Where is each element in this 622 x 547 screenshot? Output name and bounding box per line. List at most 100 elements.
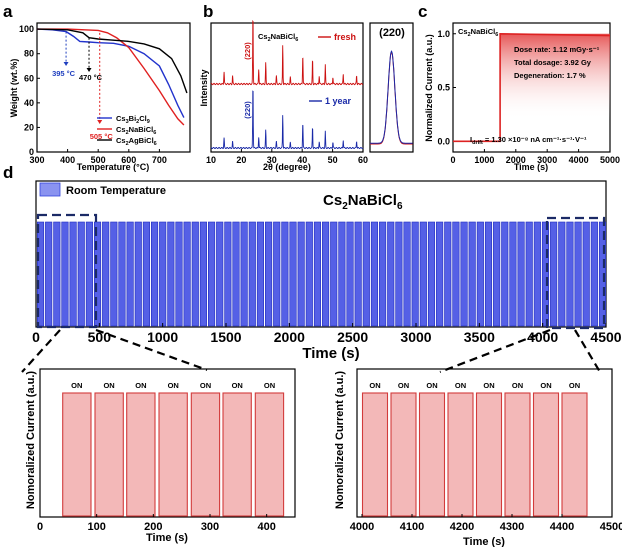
panel-d-pulse — [322, 221, 330, 327]
panel-d-ticks: 0 500 1000 1500 2000 2500 3000 3500 4000 4500 — [32, 323, 622, 345]
panel-a-legend-label: Cs2NaBiCl6 — [116, 125, 156, 136]
panel-d-pulse — [77, 221, 85, 327]
panel-d-pulse — [69, 221, 77, 327]
inset-left-pulse — [94, 392, 124, 517]
inset-right-pulse — [475, 392, 503, 517]
inset-left-pulse — [222, 392, 252, 517]
panel-label-c: c — [418, 2, 427, 21]
panel-d-pulse — [159, 221, 167, 327]
panel-d-pulse — [191, 221, 199, 327]
panel-d-pulse — [102, 221, 110, 327]
panel-d-pulse — [379, 221, 387, 327]
inset-right-ylabel: Nomoralized Current (a.u.) — [334, 371, 346, 509]
panel-d-pulse — [216, 221, 224, 327]
panel-d-pulse — [541, 221, 550, 327]
inset-left-xtick-label: 100 — [87, 521, 105, 533]
panel-c-ytick-label: 0.5 — [437, 83, 450, 93]
panel-d-pulse — [476, 221, 484, 327]
panel-d-pulse — [175, 221, 183, 327]
panel-d-pulse — [598, 221, 607, 327]
inset-left-pulse-label: ON — [168, 381, 179, 390]
panel-b-lines — [210, 19, 364, 150]
panel-d-pulse — [240, 221, 248, 327]
panel-b-peak-label-fresh: (220) — [243, 42, 252, 60]
panel-a-xlabel: Temperature (°C) — [77, 162, 149, 172]
inset-left-ticks: 0 100 200 300 400 — [37, 514, 276, 533]
panel-a-ytick-label: 80 — [24, 49, 34, 59]
panel-label-a: a — [3, 2, 13, 21]
inset-right-pulse — [532, 392, 560, 517]
inset-left-xtick-label: 300 — [201, 521, 219, 533]
panel-a-annotation-arrow — [63, 62, 69, 66]
panel-d-pulse — [582, 221, 590, 327]
inset-right-xlabel: Time (s) — [463, 536, 505, 547]
inset-right-pulse-label: ON — [540, 381, 551, 390]
panel-d-pulse — [533, 221, 541, 327]
panel-d-pulses — [36, 221, 607, 327]
inset-right-pulse — [447, 392, 474, 517]
panel-d-pulse — [509, 221, 517, 327]
inset-right-pulse-label: ON — [483, 381, 494, 390]
panel-d-pulse — [403, 221, 411, 327]
panel-d-pulse — [224, 221, 232, 327]
panel-d-pulse — [395, 221, 403, 327]
inset-left-pulse — [62, 392, 92, 517]
panel-a-frame — [36, 22, 191, 153]
panel-b-legend-year: 1 year — [325, 96, 352, 106]
panel-c-line — [453, 32, 611, 143]
panel-d-pulse — [313, 221, 322, 327]
panel-d-pulse — [338, 221, 346, 327]
panel-d-pulse — [436, 221, 444, 327]
panel-a-xtick-label: 400 — [60, 155, 75, 165]
inset-right-pulse — [418, 392, 446, 517]
panel-d-pulse — [484, 221, 493, 327]
panel-d-xtick-label: 1000 — [147, 329, 178, 345]
panel-d-pulse — [208, 221, 216, 327]
inset-right-pulses: ON ON ON ON ON ON ON ON — [361, 381, 588, 517]
inset-right-pulse-label: ON — [569, 381, 580, 390]
panel-b-xtick-label: 20 — [236, 155, 246, 165]
panel-d-inset-left-chart: ON ON ON ON ON ON ON 0 100 200 300 400 Time (s) No… — [25, 368, 296, 544]
panel-a-ytick-label: 60 — [24, 73, 34, 83]
panel-d-legend-swatch — [39, 182, 61, 197]
panel-d-zoom-box-right — [545, 216, 606, 330]
panel-d-pulse — [134, 221, 142, 327]
panel-d-pulse — [590, 221, 598, 327]
inset-left-pulse — [254, 392, 285, 517]
inset-left-ylabel: Nomoralized Current (a.u.) — [25, 371, 37, 509]
panel-d-pulse — [183, 221, 191, 327]
panel-d-xtick-label: 4000 — [527, 329, 558, 345]
panel-a-legend-label: Cs2AgBiCl6 — [116, 136, 157, 147]
inset-left-pulse-label: ON — [135, 381, 146, 390]
panel-d-pulse — [167, 221, 175, 327]
panel-c-series-current — [453, 32, 611, 143]
inset-right-frame — [356, 368, 613, 518]
panel-c-title: Cs2NaBiCl6 — [458, 27, 498, 38]
panel-d-pulse — [142, 221, 150, 327]
panel-d-zoom-box-left — [36, 213, 98, 329]
panel-d-xtick-label: 2500 — [337, 329, 368, 345]
panel-d-pulse — [150, 221, 159, 327]
panel-c-current-chart: 0 1000 2000 3000 4000 5000 0.0 0.5 1.0 Cs2NaBiCl… — [424, 22, 620, 172]
inset-right-xtick-label: 4200 — [450, 521, 474, 533]
panel-a-annotation-label: 395 °C — [52, 69, 76, 78]
panel-d-xtick-label: 1500 — [210, 329, 241, 345]
inset-left-pulse-label: ON — [71, 381, 82, 390]
panel-d-pulse — [93, 221, 102, 327]
panel-d-pulse — [362, 221, 370, 327]
panel-d-pulse — [354, 221, 362, 327]
panel-c-xtick-label: 1000 — [474, 155, 494, 165]
inset-right-pulse — [561, 392, 588, 517]
panel-a-xtick-label: 600 — [121, 155, 136, 165]
panel-d-xtick-label: 4500 — [590, 329, 621, 345]
panel-d-pulse — [199, 221, 207, 327]
panel-label-b: b — [203, 2, 213, 21]
panel-a-ytick-label: 0 — [29, 147, 34, 157]
panel-a-legend-label: Cs3Bi2Cl9 — [116, 114, 150, 125]
panel-d-pulse — [273, 221, 281, 327]
panel-d-inset-right-chart: ON ON ON ON ON ON ON ON 4000 4100 4200 4300 4400 450… — [334, 368, 622, 547]
panel-b-xtick-label: 50 — [328, 155, 338, 165]
panel-c-ticks: 0 1000 2000 3000 4000 5000 0.0 0.5 1.0 — [437, 29, 620, 165]
panel-d-pulse — [85, 221, 93, 327]
